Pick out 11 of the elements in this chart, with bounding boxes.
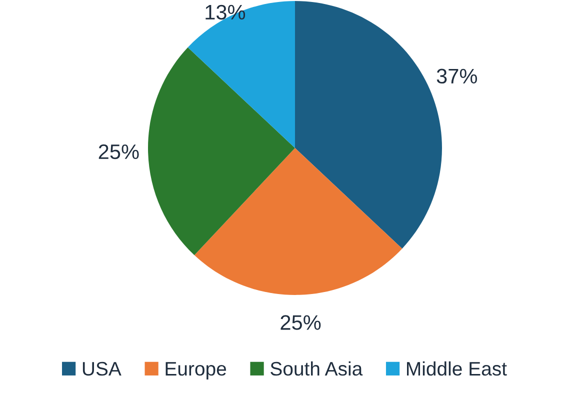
data-label: 13% [206,4,246,20]
data-label: 37% [436,68,477,84]
legend-label: USA [82,362,122,376]
legend-label: Middle East [407,361,507,376]
legend-label: South Asia [270,361,363,376]
data-label: 25% [98,144,139,160]
pie-slice [188,1,295,148]
data-label: 25% [280,315,321,330]
legend-label: Europe [166,362,226,380]
pie-slice [194,148,402,295]
pie-slice [148,47,295,256]
